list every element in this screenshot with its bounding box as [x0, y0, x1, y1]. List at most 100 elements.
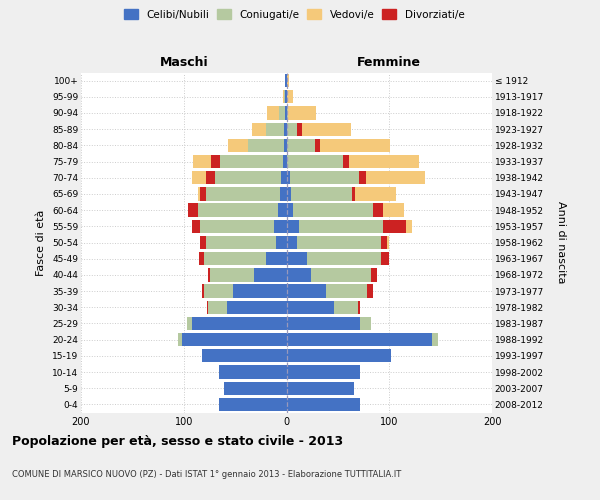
Bar: [352, 188, 355, 200]
Bar: [287, 155, 343, 168]
Bar: [365, 171, 425, 184]
Bar: [188, 204, 198, 217]
Bar: [287, 74, 289, 87]
Bar: [266, 122, 284, 136]
Bar: [287, 138, 315, 152]
Bar: [286, 106, 287, 120]
Bar: [206, 188, 280, 200]
Bar: [281, 171, 287, 184]
Bar: [218, 366, 287, 378]
Bar: [302, 122, 351, 136]
Bar: [280, 106, 286, 120]
Bar: [200, 220, 274, 233]
Bar: [287, 220, 299, 233]
Bar: [193, 155, 211, 168]
Text: COMUNE DI MARSICO NUOVO (PZ) - Dati ISTAT 1° gennaio 2013 - Elaborazione TUTTITA: COMUNE DI MARSICO NUOVO (PZ) - Dati ISTA…: [12, 470, 401, 479]
Bar: [211, 155, 220, 168]
Bar: [287, 90, 293, 104]
Bar: [198, 204, 278, 217]
Bar: [334, 300, 358, 314]
Bar: [287, 171, 290, 184]
Bar: [218, 398, 287, 411]
Bar: [200, 188, 206, 200]
Bar: [227, 300, 287, 314]
Bar: [371, 268, 377, 281]
Bar: [233, 284, 287, 298]
Bar: [274, 220, 287, 233]
Bar: [202, 284, 205, 298]
Bar: [343, 155, 349, 168]
Bar: [383, 204, 404, 217]
Bar: [367, 284, 373, 298]
Bar: [287, 268, 311, 281]
Bar: [286, 90, 287, 104]
Bar: [182, 333, 287, 346]
Bar: [199, 252, 205, 266]
Bar: [204, 252, 266, 266]
Bar: [283, 90, 284, 104]
Bar: [349, 155, 419, 168]
Bar: [215, 171, 281, 184]
Bar: [320, 138, 390, 152]
Bar: [359, 171, 365, 184]
Bar: [299, 220, 383, 233]
Bar: [297, 122, 302, 136]
Bar: [293, 204, 373, 217]
Bar: [284, 122, 287, 136]
Bar: [276, 236, 287, 249]
Bar: [361, 317, 371, 330]
Bar: [287, 300, 334, 314]
Text: Popolazione per età, sesso e stato civile - 2013: Popolazione per età, sesso e stato civil…: [12, 435, 343, 448]
Bar: [224, 382, 287, 395]
Bar: [283, 155, 287, 168]
Bar: [284, 138, 287, 152]
Bar: [287, 349, 391, 362]
Bar: [266, 252, 287, 266]
Bar: [208, 268, 211, 281]
Bar: [311, 268, 371, 281]
Bar: [326, 284, 367, 298]
Bar: [287, 106, 316, 120]
Bar: [192, 171, 206, 184]
Bar: [406, 220, 412, 233]
Bar: [211, 268, 254, 281]
Bar: [383, 220, 406, 233]
Bar: [433, 333, 437, 346]
Y-axis label: Anni di nascita: Anni di nascita: [556, 201, 566, 283]
Bar: [287, 382, 355, 395]
Bar: [187, 317, 192, 330]
Bar: [373, 204, 383, 217]
Bar: [200, 236, 206, 249]
Text: Femmine: Femmine: [357, 56, 421, 70]
Bar: [307, 252, 381, 266]
Bar: [254, 268, 287, 281]
Bar: [286, 74, 287, 87]
Bar: [358, 300, 361, 314]
Bar: [315, 138, 320, 152]
Bar: [220, 155, 283, 168]
Bar: [206, 171, 215, 184]
Text: Maschi: Maschi: [160, 56, 208, 70]
Bar: [202, 349, 287, 362]
Legend: Celibi/Nubili, Coniugati/e, Vedovi/e, Divorziati/e: Celibi/Nubili, Coniugati/e, Vedovi/e, Di…: [119, 5, 469, 24]
Y-axis label: Fasce di età: Fasce di età: [37, 210, 46, 276]
Bar: [387, 236, 389, 249]
Bar: [208, 300, 227, 314]
Bar: [192, 317, 287, 330]
Bar: [287, 188, 290, 200]
Bar: [228, 138, 248, 152]
Bar: [287, 204, 293, 217]
Bar: [381, 252, 389, 266]
Bar: [178, 333, 182, 346]
Bar: [381, 236, 387, 249]
Bar: [355, 188, 397, 200]
Bar: [278, 204, 287, 217]
Bar: [192, 220, 200, 233]
Bar: [287, 366, 361, 378]
Bar: [290, 171, 359, 184]
Bar: [287, 284, 326, 298]
Bar: [206, 236, 276, 249]
Bar: [287, 398, 361, 411]
Bar: [287, 333, 433, 346]
Bar: [287, 236, 297, 249]
